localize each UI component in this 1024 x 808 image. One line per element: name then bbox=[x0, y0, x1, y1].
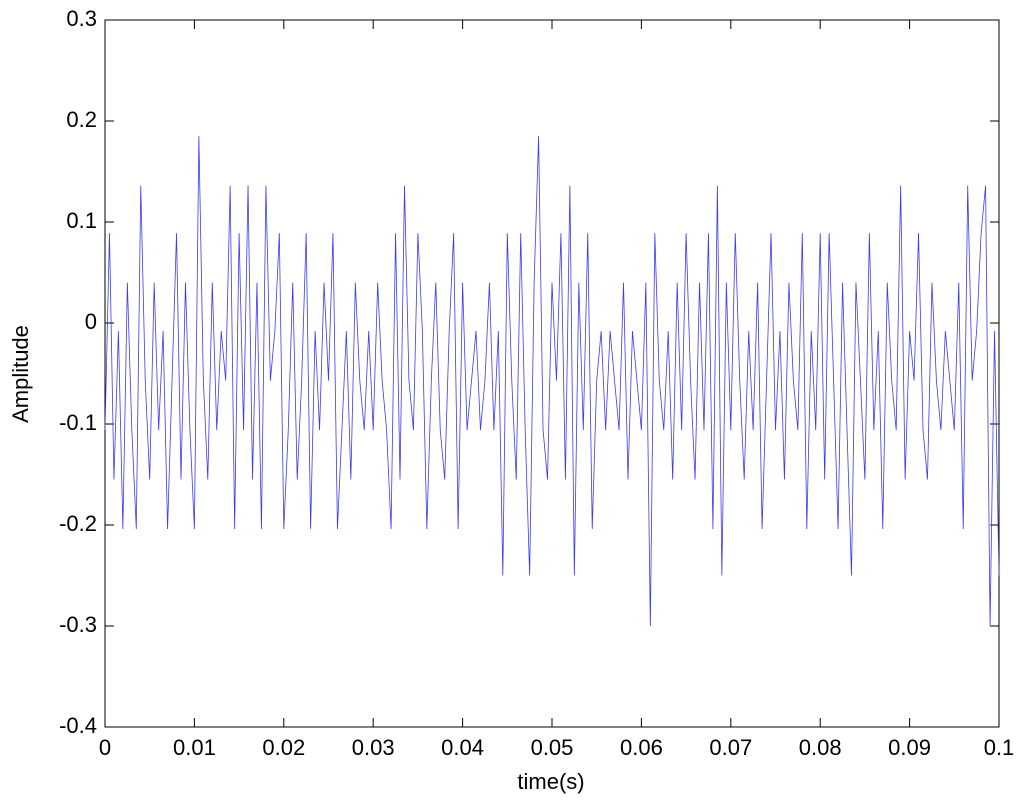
x-tick-label: 0.04 bbox=[441, 735, 484, 760]
y-tick-label: -0.3 bbox=[59, 612, 97, 637]
x-tick-label: 0.06 bbox=[620, 735, 663, 760]
y-tick-label: -0.2 bbox=[59, 511, 97, 536]
y-axis-label: Amplitude bbox=[8, 325, 33, 423]
x-axis-label: time(s) bbox=[517, 769, 584, 794]
y-tick-label: -0.4 bbox=[59, 713, 97, 738]
x-tick-label: 0.05 bbox=[531, 735, 574, 760]
x-tick-label: 0.01 bbox=[173, 735, 216, 760]
y-tick-label: 0.2 bbox=[66, 107, 97, 132]
x-tick-label: 0.07 bbox=[709, 735, 752, 760]
y-tick-label: -0.1 bbox=[59, 410, 97, 435]
y-tick-label: 0 bbox=[85, 309, 97, 334]
x-tick-label: 0.08 bbox=[799, 735, 842, 760]
x-tick-label: 0.02 bbox=[262, 735, 305, 760]
signal-line bbox=[104, 136, 1000, 627]
x-tick-label: 0.09 bbox=[888, 735, 931, 760]
x-tick-label: 0.1 bbox=[984, 735, 1015, 760]
plot-frame bbox=[104, 19, 1000, 728]
x-tick-label: 0 bbox=[99, 735, 111, 760]
y-tick-label: 0.3 bbox=[66, 6, 97, 31]
y-tick-label: 0.1 bbox=[66, 208, 97, 233]
x-tick-label: 0.03 bbox=[352, 735, 395, 760]
